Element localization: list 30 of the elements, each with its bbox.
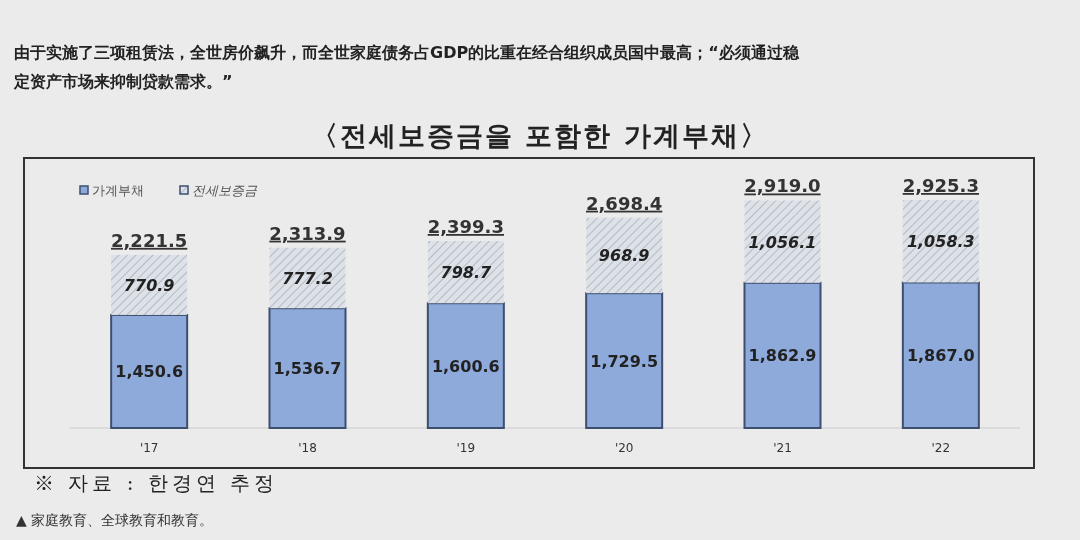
total-label: 2,313.9 xyxy=(269,222,346,244)
data-label: 1,862.9 xyxy=(748,346,817,366)
annotation: 由于实施了三项租赁法，全世房价飙升，而全世家庭债务占GDP的比重在经合组织成员国中最高；“必须通过稳定资产市场来抑制贷款需求。” xyxy=(14,42,800,93)
x-tick-label: '19 xyxy=(456,441,476,455)
data-label: 1,867.0 xyxy=(906,346,975,366)
x-tick-label: '18 xyxy=(298,441,317,455)
x-tick-label: '17 xyxy=(139,441,159,455)
annotation: ▲ 家庭教育、全球教育和教育。 xyxy=(16,512,214,530)
x-tick-label: '22 xyxy=(931,441,951,455)
data-label: 1,536.7 xyxy=(273,359,342,379)
data-label: 777.2 xyxy=(282,268,333,288)
data-label: 1,056.1 xyxy=(748,232,817,252)
title: 〈전세보증금을 포함한 가계부채〉 xyxy=(310,119,770,153)
data-label: 1,729.5 xyxy=(590,351,659,371)
total-label: 2,925.3 xyxy=(902,175,979,196)
x-tick-label: '21 xyxy=(773,441,792,455)
data-label: 770.9 xyxy=(123,275,175,295)
data-label: 1,600.6 xyxy=(431,356,500,376)
annotation: ※ 자료 : 한경연 추정 xyxy=(34,470,279,497)
x-tick-label: '20 xyxy=(614,441,634,455)
data-label: 1,450.6 xyxy=(115,362,184,382)
total-label: 2,698.4 xyxy=(586,192,663,214)
total-label: 2,399.3 xyxy=(427,216,504,237)
data-label: 798.7 xyxy=(440,263,493,283)
legend-label: 가계부채 xyxy=(92,183,144,198)
legend-label: 전세보증금 xyxy=(192,183,258,198)
data-label: 1,058.3 xyxy=(906,232,975,252)
total-label: 2,919.0 xyxy=(744,175,821,197)
data-label: 968.9 xyxy=(598,246,650,266)
total-label: 2,221.5 xyxy=(111,229,188,251)
